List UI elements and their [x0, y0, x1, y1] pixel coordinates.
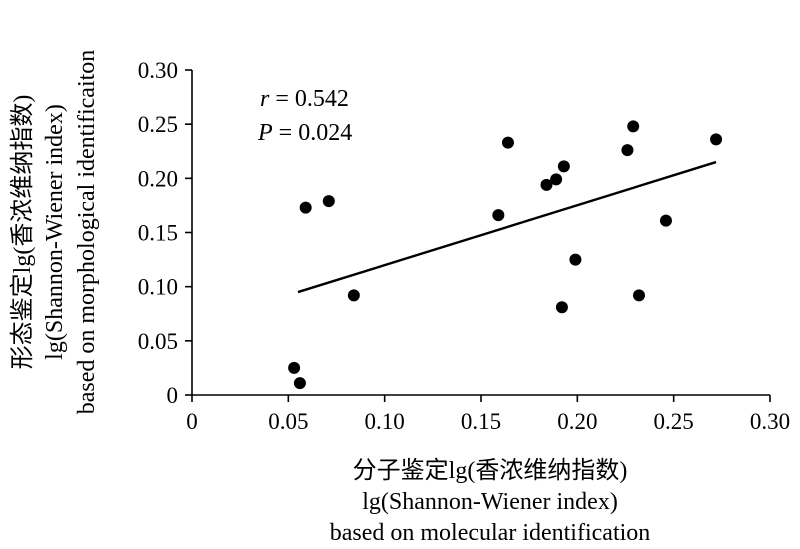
- y-axis-label-line-3: based on morphological identificaiton: [74, 50, 100, 415]
- data-point: [557, 160, 570, 173]
- data-point: [621, 144, 634, 157]
- y-axis-label-line-1: 形态鉴定lg(香浓维纳指数): [9, 95, 36, 370]
- x-tick-label: 0.25: [654, 409, 694, 434]
- y-tick-label: 0.30: [138, 58, 178, 83]
- y-tick-label: 0.10: [138, 275, 178, 300]
- data-point: [569, 253, 582, 266]
- x-tick-label: 0.20: [557, 409, 597, 434]
- data-point: [501, 136, 514, 149]
- y-tick-label: 0: [167, 383, 179, 408]
- x-axis-label-line-3: based on molecular identification: [330, 520, 651, 546]
- y-tick-label: 0.25: [138, 112, 178, 137]
- stats-annotation: r = 0.542 P = 0.024: [257, 86, 352, 146]
- data-point: [299, 201, 312, 214]
- trendline-group: [297, 160, 717, 294]
- y-axis-label: 形态鉴定lg(香浓维纳指数) lg(Shannon-Wiener index) …: [9, 50, 100, 415]
- x-tick-label: 0: [186, 409, 198, 434]
- y-axis-label-line-2: lg(Shannon-Wiener index): [42, 104, 68, 360]
- data-point: [288, 361, 301, 374]
- x-tick-label: 0.10: [365, 409, 405, 434]
- data-point: [492, 209, 505, 222]
- r-value-text: r = 0.542: [260, 86, 349, 112]
- trendline: [297, 160, 717, 294]
- points-group: [288, 120, 723, 390]
- x-ticks: 0 0.05 0.10 0.15 0.20 0.25 0.30: [186, 395, 790, 434]
- x-tick-label: 0.30: [750, 409, 790, 434]
- y-tick-label: 0.20: [138, 166, 178, 191]
- data-point: [555, 301, 568, 314]
- x-tick-label: 0.05: [268, 409, 308, 434]
- y-tick-label: 0.05: [138, 329, 178, 354]
- axes: [191, 70, 770, 396]
- data-point: [659, 214, 672, 227]
- data-point: [322, 195, 335, 208]
- data-point: [540, 178, 553, 191]
- p-value-text: P = 0.024: [257, 120, 352, 146]
- y-ticks: 0 0.05 0.10 0.15 0.20 0.25 0.30: [138, 58, 192, 408]
- data-point: [627, 120, 640, 133]
- data-point: [293, 377, 306, 390]
- data-point: [550, 173, 563, 186]
- x-tick-label: 0.15: [461, 409, 501, 434]
- x-axis-label-line-2: lg(Shannon-Wiener index): [362, 489, 618, 515]
- data-point: [632, 289, 645, 302]
- x-axis-label-line-1: 分子鉴定lg(香浓维纳指数): [353, 457, 628, 484]
- data-point: [347, 289, 360, 302]
- data-point: [710, 133, 723, 146]
- y-tick-label: 0.15: [138, 221, 178, 246]
- x-axis-label: 分子鉴定lg(香浓维纳指数) lg(Shannon-Wiener index) …: [330, 457, 651, 546]
